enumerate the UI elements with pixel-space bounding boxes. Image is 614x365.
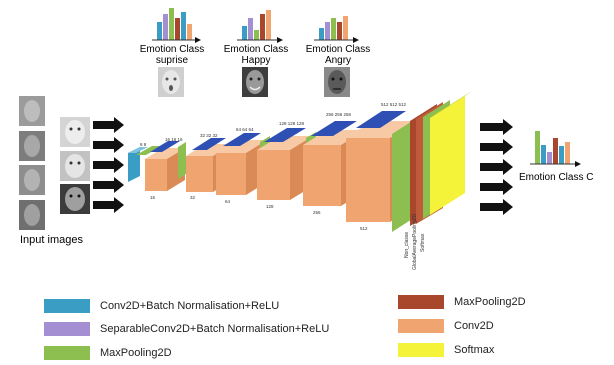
legend-label: SeparableConv2D+Batch Normalisation+ReLU: [100, 323, 330, 335]
face-thumbnail-happy: [242, 67, 268, 97]
dim-label: 16 16 16: [165, 137, 183, 142]
dim-label: 8 8: [140, 142, 147, 147]
emotion-histogram-surprise: [152, 8, 201, 43]
dim-label: 16: [150, 195, 156, 200]
dim-label: 32: [190, 195, 196, 200]
vertical-label-softmax: Softmax: [420, 233, 426, 252]
layer-dimension-labels: 8 8 16 16 16 32 32 32 64 64 64 128 128 1…: [140, 102, 407, 231]
emotion-histogram-angry: [314, 16, 359, 43]
dim-label: 64: [225, 199, 231, 204]
legend-swatch-blue: [44, 299, 90, 313]
output-emotion-class-label: Emotion Class C: [519, 172, 593, 183]
legend-label: Conv2D: [454, 320, 494, 332]
emotion-name-angry: Angry: [325, 55, 351, 66]
dim-label: 64 64 64: [236, 127, 254, 132]
legend-label: Softmax: [454, 344, 495, 356]
cnn-pipeline: [128, 91, 472, 232]
input-images-left-column: [19, 96, 45, 230]
emotion-name-surprise: suprise: [156, 55, 189, 66]
legend-item-maxpooling-green: MaxPooling2D: [44, 345, 172, 361]
emotion-name-happy: Happy: [242, 55, 271, 66]
legend-item-conv2d-bn-relu: Conv2D+Batch Normalisation+ReLU: [44, 298, 279, 314]
legend-swatch-purple: [44, 322, 90, 336]
legend-swatch-yellow: [398, 343, 444, 357]
legend-item-softmax: Softmax: [398, 342, 494, 358]
legend-swatch-brown: [398, 295, 444, 309]
input-images-label: Input images: [20, 234, 83, 246]
dim-label: 256 256 256: [326, 112, 352, 117]
output-arrows: [480, 119, 513, 215]
dim-label: 32 32 32: [200, 133, 218, 138]
vertical-label-non-classe: Non_classe: [404, 232, 410, 258]
legend-item-maxpooling-brown: MaxPooling2D: [398, 294, 526, 310]
legend-label: Conv2D+Batch Normalisation+ReLU: [100, 300, 280, 312]
dim-label: 128: [266, 204, 274, 209]
dim-label: 128 128 128: [279, 121, 305, 126]
legend-item-conv2d: Conv2D: [398, 318, 494, 334]
input-images-right-column: [60, 117, 90, 214]
legend-label: MaxPooling2D: [100, 347, 172, 359]
input-arrows: [93, 117, 124, 213]
face-thumbnail-angry: [324, 67, 350, 97]
emotion-histogram-happy: [237, 10, 283, 43]
legend-swatch-orange: [398, 319, 444, 333]
output-histogram: [530, 131, 581, 167]
face-thumbnail-surprise: [158, 67, 184, 97]
dim-label: 512 512 512: [381, 102, 407, 107]
legend-swatch-green: [44, 346, 90, 360]
dim-label: 256: [313, 210, 321, 215]
dim-label: 512: [360, 226, 368, 231]
emotion-class-label: Emotion Class: [224, 44, 288, 55]
emotion-class-label: Emotion Class: [306, 44, 370, 55]
vertical-label-global-average-pooling: GlobalAveragePooling2D: [412, 214, 418, 270]
emotion-class-label: Emotion Class: [140, 44, 204, 55]
legend-label: MaxPooling2D: [454, 296, 526, 308]
legend-item-separable-conv2d: SeparableConv2D+Batch Normalisation+ReLU: [44, 321, 329, 337]
